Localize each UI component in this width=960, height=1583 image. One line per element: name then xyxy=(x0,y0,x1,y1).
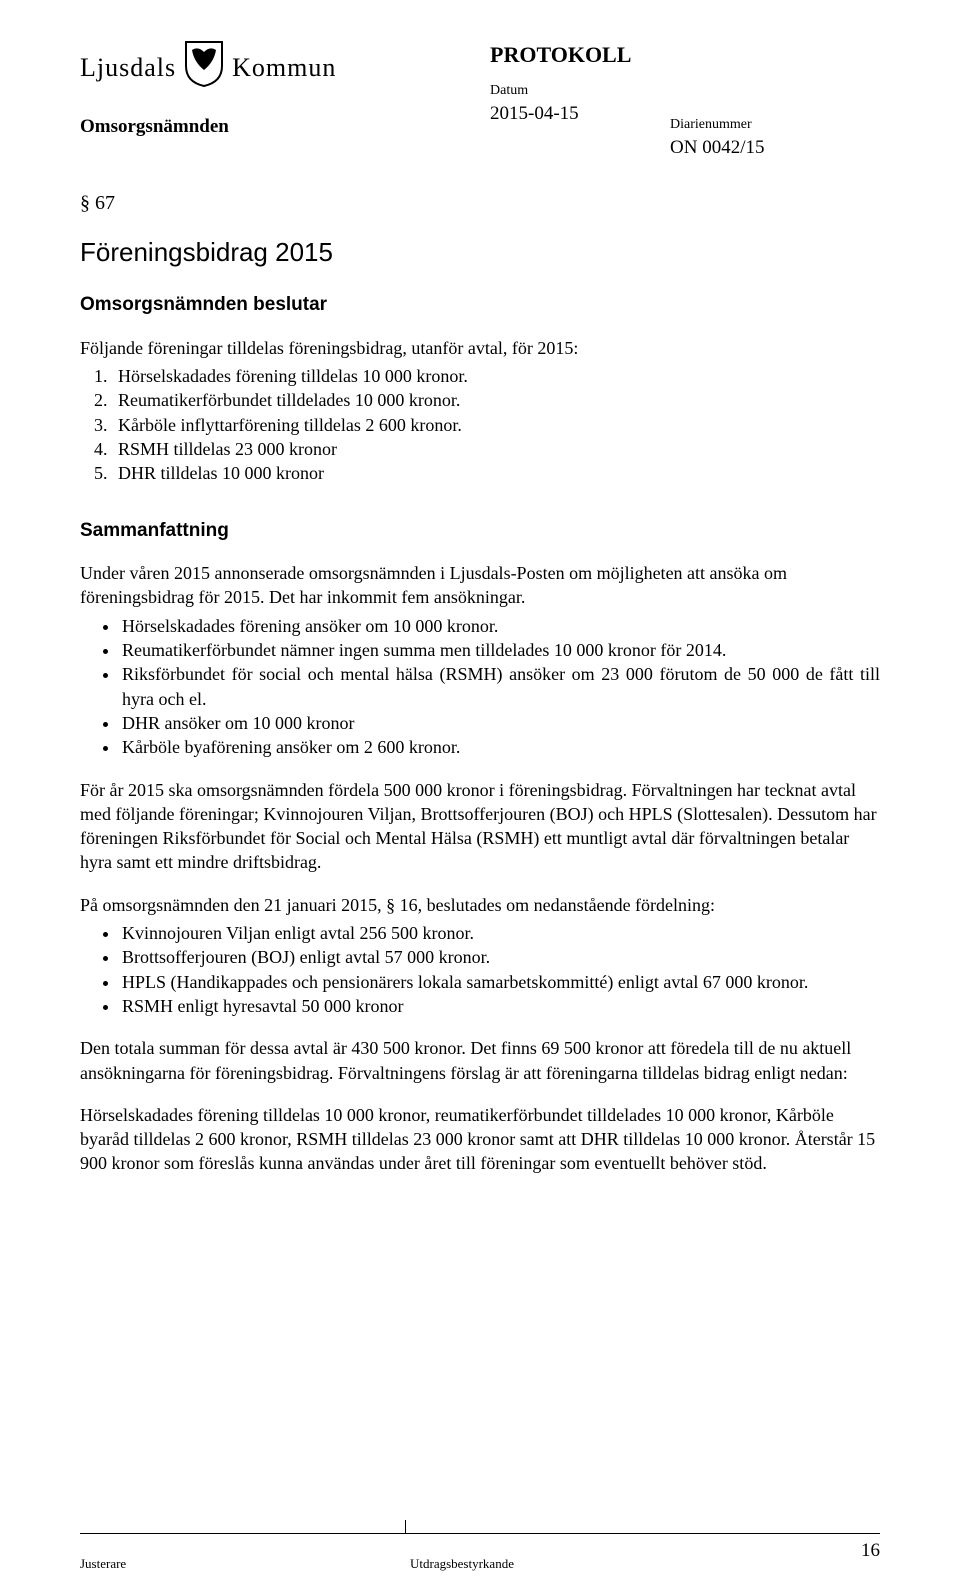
list-item: Brottsofferjouren (BOJ) enligt avtal 57 … xyxy=(120,945,880,969)
summary-intro: Under våren 2015 annonserade omsorgsnämn… xyxy=(80,561,880,610)
section-number: § 67 xyxy=(80,190,880,217)
body-paragraph: För år 2015 ska omsorgsnämnden fördela 5… xyxy=(80,778,880,875)
footer-separator xyxy=(405,1520,406,1534)
page-title: Föreningsbidrag 2015 xyxy=(80,235,880,270)
body-paragraph: Den totala summan för dessa avtal är 430… xyxy=(80,1036,880,1085)
list-item: Kårböle byaförening ansöker om 2 600 kro… xyxy=(120,735,880,759)
list-item: Reumatikerförbundet tilldelades 10 000 k… xyxy=(112,388,880,412)
logo-text-right: Kommun xyxy=(232,50,336,85)
diarie-block: Diarienummer ON 0042/15 xyxy=(670,116,764,161)
page-header: Ljusdals Kommun PROTOKOLL Datum 2015-04-… xyxy=(80,40,880,180)
shield-icon xyxy=(184,40,224,94)
list-item: DHR ansöker om 10 000 kronor xyxy=(120,711,880,735)
list-item: HPLS (Handikappades och pensionärers lok… xyxy=(120,970,880,994)
list-item: RSMH enligt hyresavtal 50 000 kronor xyxy=(120,994,880,1018)
summary-heading: Sammanfattning xyxy=(80,518,880,544)
intro-line: Följande föreningar tilldelas föreningsb… xyxy=(80,336,880,360)
list-item: Kårböle inflyttarförening tilldelas 2 60… xyxy=(112,413,880,437)
date-field-label: Datum xyxy=(490,82,631,101)
footer-divider: 16 xyxy=(80,1533,880,1553)
body-paragraph: Hörselskadades förening tilldelas 10 000… xyxy=(80,1103,880,1176)
header-right-block: PROTOKOLL Datum 2015-04-15 xyxy=(490,40,631,126)
list-item: DHR tilldelas 10 000 kronor xyxy=(112,461,880,485)
committee-name: Omsorgsnämnden xyxy=(80,114,229,140)
decision-heading: Omsorgsnämnden beslutar xyxy=(80,292,880,318)
applications-list: Hörselskadades förening ansöker om 10 00… xyxy=(80,614,880,760)
footer-label-justerare: Justerare xyxy=(80,1555,126,1573)
page-footer: 16 Justerare Utdragsbestyrkande xyxy=(80,1533,880,1555)
decision-list: Hörselskadades förening tilldelas 10 000… xyxy=(80,364,880,485)
logo-text-left: Ljusdals xyxy=(80,50,176,85)
list-item: Hörselskadades förening ansöker om 10 00… xyxy=(120,614,880,638)
logo-block: Ljusdals Kommun xyxy=(80,40,336,94)
list-item: Hörselskadades förening tilldelas 10 000… xyxy=(112,364,880,388)
diarie-number: ON 0042/15 xyxy=(670,135,764,161)
allocation-list: Kvinnojouren Viljan enligt avtal 256 500… xyxy=(80,921,880,1018)
page-number: 16 xyxy=(861,1538,880,1564)
body-paragraph: På omsorgsnämnden den 21 januari 2015, §… xyxy=(80,893,880,917)
diarie-label: Diarienummer xyxy=(670,116,764,135)
list-item: RSMH tilldelas 23 000 kronor xyxy=(112,437,880,461)
list-item: Reumatikerförbundet nämner ingen summa m… xyxy=(120,638,880,662)
date-value: 2015-04-15 xyxy=(490,101,631,127)
list-item: Riksförbundet för social och mental häls… xyxy=(120,662,880,711)
doc-type-label: PROTOKOLL xyxy=(490,40,631,70)
list-item: Kvinnojouren Viljan enligt avtal 256 500… xyxy=(120,921,880,945)
footer-label-utdrag: Utdragsbestyrkande xyxy=(410,1555,514,1573)
